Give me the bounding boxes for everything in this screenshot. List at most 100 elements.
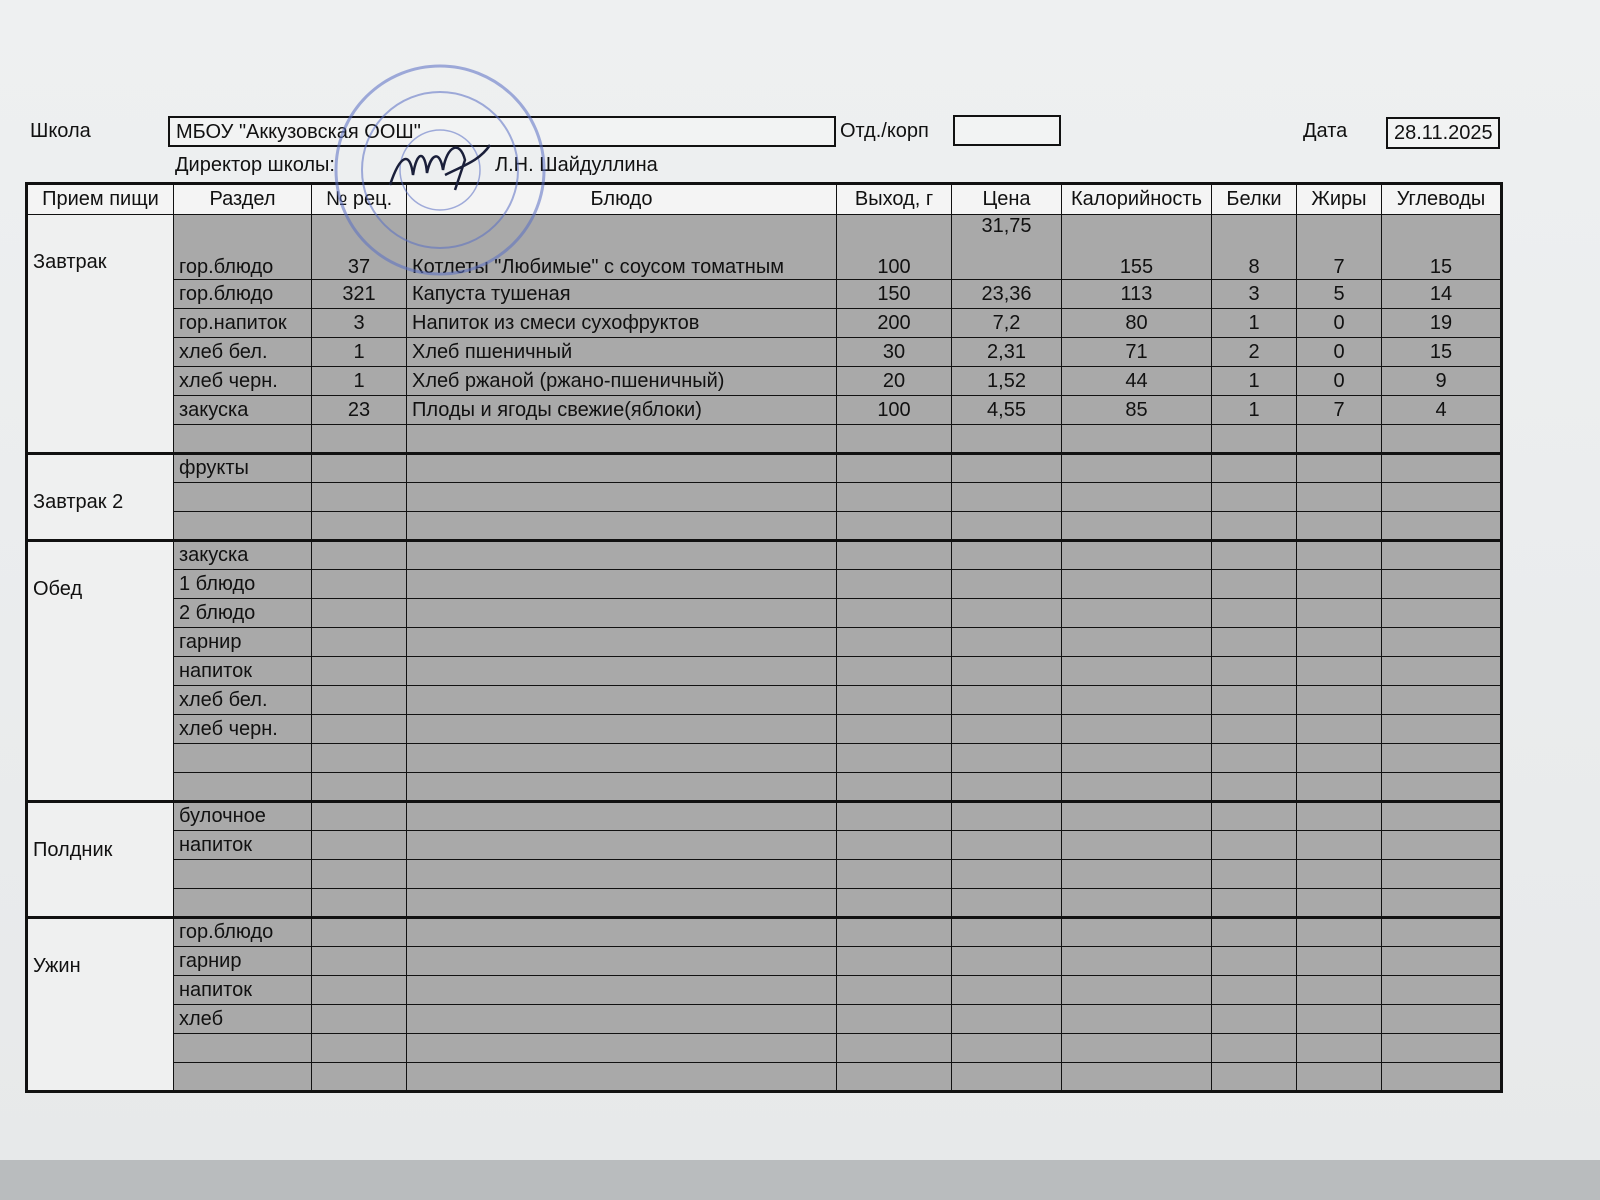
carbs-cell	[1381, 453, 1502, 483]
price-cell	[951, 540, 1062, 570]
price-cell	[951, 627, 1062, 657]
table-row: напиток	[27, 830, 1502, 860]
kcal-cell	[1061, 511, 1212, 542]
date-field: 28.11.2025	[1386, 117, 1500, 149]
protein-cell	[1211, 1033, 1297, 1063]
recipe-cell: 23	[311, 395, 407, 425]
carbs-cell	[1381, 830, 1502, 860]
kcal-cell	[1061, 569, 1212, 599]
yield-cell	[836, 946, 952, 976]
kcal-cell	[1061, 627, 1212, 657]
dish-cell: Хлеб ржаной (ржано-пшеничный)	[406, 366, 837, 396]
carbs-cell	[1381, 772, 1502, 803]
yield-cell	[836, 743, 952, 773]
protein-cell	[1211, 975, 1297, 1005]
fat-cell	[1296, 511, 1382, 542]
dish-cell: Напиток из смеси сухофруктов	[406, 308, 837, 338]
recipe-cell	[311, 975, 407, 1005]
fat-cell	[1296, 482, 1382, 512]
dish-cell	[406, 772, 837, 803]
dish-cell	[406, 888, 837, 919]
yield-cell: 20	[836, 366, 952, 396]
recipe-cell	[311, 830, 407, 860]
carbs-cell	[1381, 685, 1502, 715]
protein-cell	[1211, 859, 1297, 889]
kcal-cell	[1061, 540, 1212, 570]
price-cell: 2,31	[951, 337, 1062, 367]
recipe-cell: 1	[311, 366, 407, 396]
table-row: хлеб бел.	[27, 685, 1502, 715]
section-cell: 2 блюдо	[173, 598, 312, 628]
price-cell	[951, 1004, 1062, 1034]
kcal-cell: 113	[1061, 279, 1212, 309]
fat-cell: 0	[1296, 337, 1382, 367]
section-cell	[173, 743, 312, 773]
director-name: Л.Н. Шайдуллина	[495, 154, 658, 176]
recipe-cell	[311, 1062, 407, 1093]
table-row	[27, 1062, 1502, 1093]
recipe-cell	[311, 1004, 407, 1034]
carbs-cell	[1381, 656, 1502, 686]
price-cell: 1,52	[951, 366, 1062, 396]
dish-cell	[406, 569, 837, 599]
yield-cell	[836, 656, 952, 686]
column-header: Выход, г	[836, 183, 952, 215]
yield-cell	[836, 685, 952, 715]
carbs-cell	[1381, 598, 1502, 628]
section-cell: гор.блюдо	[173, 279, 312, 309]
carbs-cell	[1381, 1033, 1502, 1063]
dish-cell	[406, 743, 837, 773]
recipe-cell	[311, 859, 407, 889]
table-row	[27, 1033, 1502, 1063]
column-header: Раздел	[173, 183, 312, 215]
price-cell: 7,2	[951, 308, 1062, 338]
school-field: МБОУ "Аккузовская ООШ"	[168, 116, 836, 147]
fat-cell	[1296, 801, 1382, 831]
carbs-cell: 4	[1381, 395, 1502, 425]
protein-cell	[1211, 569, 1297, 599]
yield-cell: 30	[836, 337, 952, 367]
kcal-cell	[1061, 598, 1212, 628]
protein-cell	[1211, 917, 1297, 947]
price-cell	[951, 975, 1062, 1005]
yield-cell	[836, 598, 952, 628]
dish-cell	[406, 917, 837, 947]
table-row	[27, 482, 1502, 512]
kcal-cell: 85	[1061, 395, 1212, 425]
yield-cell	[836, 772, 952, 803]
kcal-cell	[1061, 888, 1212, 919]
price-cell	[951, 946, 1062, 976]
carbs-cell: 9	[1381, 366, 1502, 396]
dept-field	[953, 115, 1061, 146]
kcal-cell: 155	[1061, 214, 1212, 280]
yield-cell	[836, 888, 952, 919]
yield-cell	[836, 830, 952, 860]
yield-cell	[836, 482, 952, 512]
section-cell: хлеб бел.	[173, 337, 312, 367]
fat-cell	[1296, 1062, 1382, 1093]
fat-cell: 7	[1296, 395, 1382, 425]
carbs-cell: 15	[1381, 214, 1502, 280]
yield-cell	[836, 453, 952, 483]
protein-cell: 3	[1211, 279, 1297, 309]
fat-cell	[1296, 656, 1382, 686]
yield-cell	[836, 1062, 952, 1093]
section-cell	[173, 511, 312, 542]
dish-cell	[406, 714, 837, 744]
recipe-cell	[311, 685, 407, 715]
meal-name: Завтрак 2	[26, 453, 174, 542]
yield-cell	[836, 1033, 952, 1063]
section-cell	[173, 424, 312, 455]
yield-cell: 100	[836, 395, 952, 425]
section-cell: напиток	[173, 830, 312, 860]
kcal-cell	[1061, 424, 1212, 455]
fat-cell: 5	[1296, 279, 1382, 309]
dish-cell	[406, 1062, 837, 1093]
section-cell: хлеб черн.	[173, 714, 312, 744]
recipe-cell	[311, 1033, 407, 1063]
table-row	[27, 859, 1502, 889]
fat-cell	[1296, 743, 1382, 773]
protein-cell	[1211, 656, 1297, 686]
dish-cell	[406, 801, 837, 831]
fat-cell	[1296, 714, 1382, 744]
